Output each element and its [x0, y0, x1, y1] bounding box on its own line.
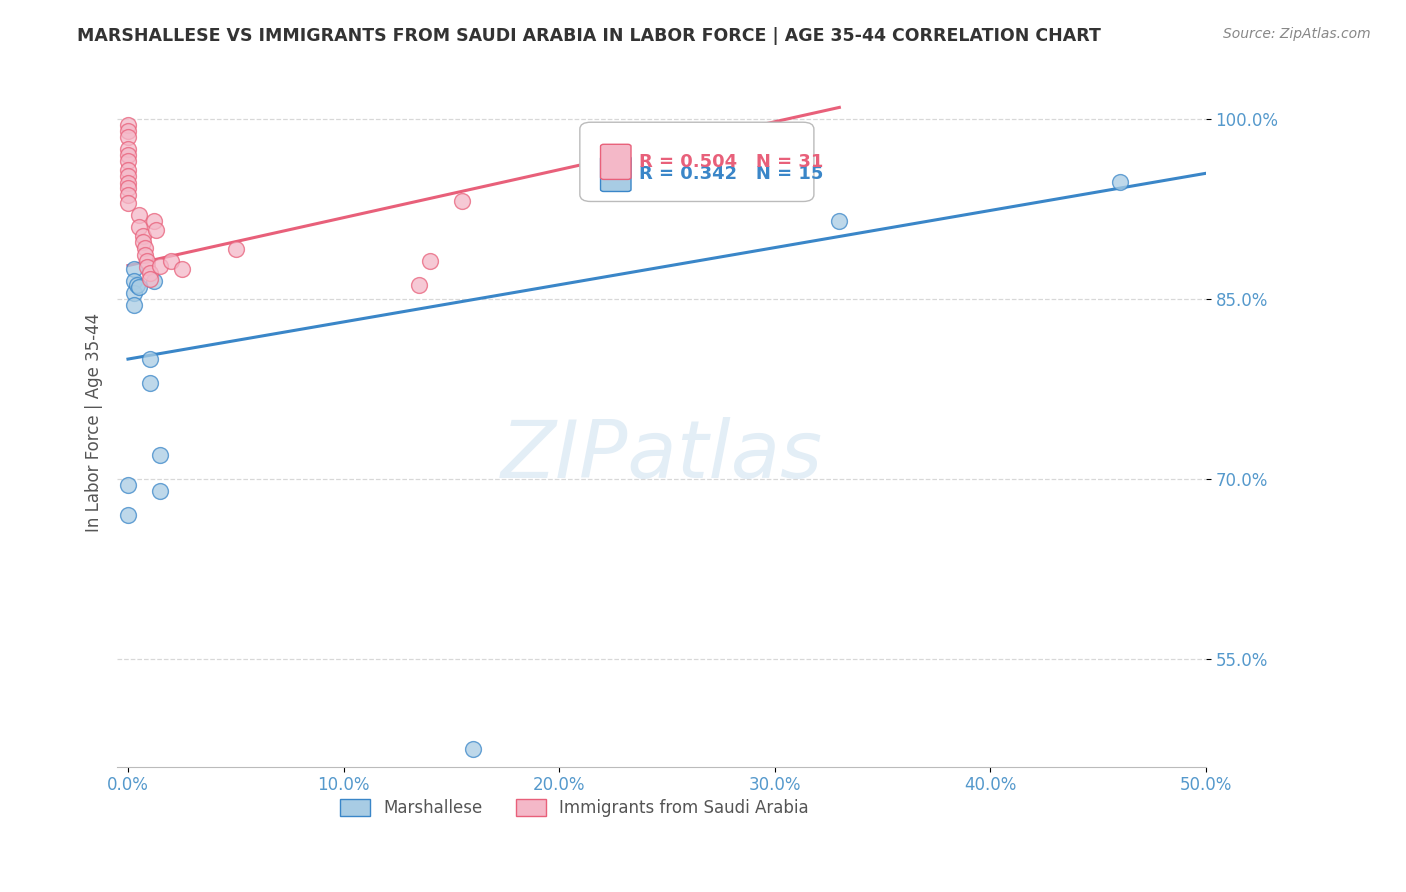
- Point: [117, 130, 139, 145]
- FancyBboxPatch shape: [579, 122, 814, 202]
- Point: [117, 142, 139, 156]
- Point: [451, 194, 474, 208]
- Point: [124, 286, 146, 301]
- Point: [225, 242, 247, 256]
- Point: [828, 214, 851, 228]
- Point: [117, 148, 139, 162]
- Point: [134, 241, 156, 255]
- Text: R = 0.504   N = 31: R = 0.504 N = 31: [638, 153, 823, 171]
- Legend: Marshallese, Immigrants from Saudi Arabia: Marshallese, Immigrants from Saudi Arabi…: [333, 792, 815, 823]
- Point: [419, 253, 441, 268]
- Point: [128, 220, 150, 235]
- Point: [124, 274, 146, 288]
- Point: [117, 169, 139, 183]
- Point: [132, 235, 155, 249]
- Point: [149, 448, 172, 462]
- FancyBboxPatch shape: [600, 145, 631, 179]
- Point: [128, 280, 150, 294]
- Text: R = 0.342   N = 15: R = 0.342 N = 15: [638, 165, 823, 183]
- Point: [117, 187, 139, 202]
- Point: [134, 248, 156, 262]
- Point: [117, 508, 139, 522]
- Point: [136, 253, 159, 268]
- Point: [117, 196, 139, 211]
- Point: [149, 259, 172, 273]
- Point: [132, 228, 155, 243]
- Point: [138, 376, 160, 390]
- Point: [149, 483, 172, 498]
- Text: ZIPatlas: ZIPatlas: [501, 417, 823, 495]
- Point: [117, 119, 139, 133]
- Point: [117, 154, 139, 169]
- Point: [1108, 175, 1130, 189]
- Point: [170, 262, 193, 277]
- Point: [142, 214, 165, 228]
- Point: [117, 162, 139, 177]
- Point: [117, 124, 139, 138]
- Text: MARSHALLESE VS IMMIGRANTS FROM SAUDI ARABIA IN LABOR FORCE | AGE 35-44 CORRELATI: MARSHALLESE VS IMMIGRANTS FROM SAUDI ARA…: [77, 27, 1101, 45]
- Text: Source: ZipAtlas.com: Source: ZipAtlas.com: [1223, 27, 1371, 41]
- Point: [117, 478, 139, 492]
- Point: [461, 741, 484, 756]
- Point: [138, 352, 160, 367]
- Point: [117, 180, 139, 194]
- Point: [128, 208, 150, 222]
- Point: [138, 272, 160, 286]
- Point: [160, 253, 183, 268]
- Point: [124, 298, 146, 312]
- Point: [138, 266, 160, 280]
- Point: [408, 277, 430, 292]
- Point: [142, 274, 165, 288]
- Y-axis label: In Labor Force | Age 35-44: In Labor Force | Age 35-44: [86, 312, 103, 532]
- Point: [136, 260, 159, 274]
- Point: [125, 277, 148, 292]
- FancyBboxPatch shape: [600, 156, 631, 192]
- Point: [145, 222, 167, 236]
- Point: [124, 262, 146, 277]
- Point: [117, 176, 139, 190]
